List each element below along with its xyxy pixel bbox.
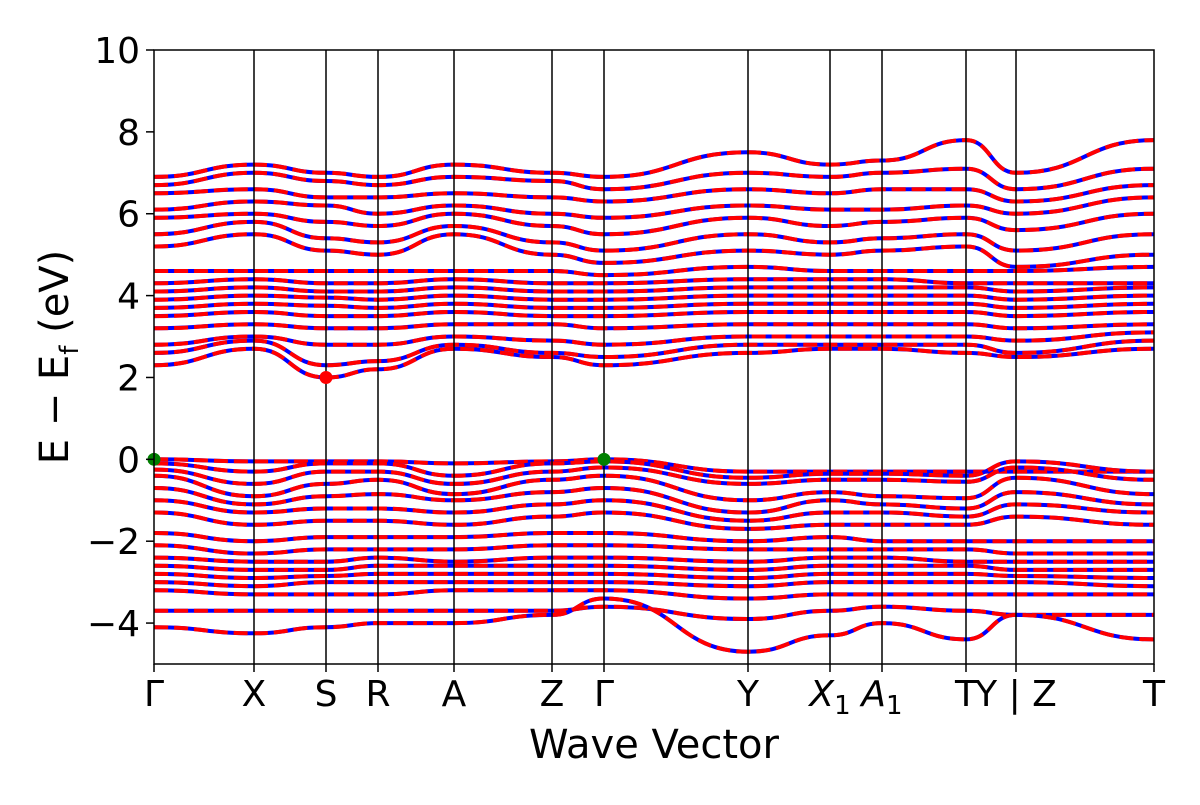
y-tick-label: 6 bbox=[117, 195, 140, 236]
plot-frame bbox=[153, 49, 1155, 665]
conduction-band-spin-up bbox=[154, 309, 1154, 319]
x-tick-label: Y | Z bbox=[974, 674, 1057, 715]
x-tick-label: S bbox=[315, 674, 338, 715]
y-tick-label: 10 bbox=[94, 31, 140, 72]
x-tick-label: A bbox=[442, 674, 467, 715]
x-tick-label: Γ bbox=[144, 674, 164, 715]
x-tick-label: R bbox=[365, 674, 390, 715]
cbm-marker bbox=[319, 370, 333, 384]
x-tick-label: T bbox=[954, 674, 978, 715]
x-tick-label: A1 bbox=[859, 674, 902, 721]
valence-band-spin-up bbox=[154, 531, 1154, 544]
y-tick-label: −4 bbox=[87, 604, 140, 645]
x-tick-label: Y bbox=[736, 674, 760, 715]
x-tick-label: Z bbox=[540, 674, 565, 715]
x-tick-label: T bbox=[1142, 674, 1166, 715]
valence-band-spin-up bbox=[154, 473, 1154, 503]
valence-band-spin-up bbox=[154, 485, 1154, 515]
conduction-band-spin-up bbox=[154, 277, 1154, 286]
valence-band-spin-up bbox=[154, 555, 1154, 564]
y-axis-label-subscript: f bbox=[55, 345, 85, 355]
y-tick-label: 2 bbox=[117, 358, 140, 399]
bands-layer bbox=[154, 138, 1154, 654]
valence-band-spin-up bbox=[154, 596, 1154, 654]
y-axis-ticks: −4 −2 0 2 4 6 8 10 bbox=[87, 31, 154, 645]
y-axis-label-unit: (eV) bbox=[32, 250, 78, 346]
y-axis-label-main: E − E bbox=[32, 355, 78, 465]
band-edge-markers bbox=[147, 370, 611, 466]
y-tick-label: −2 bbox=[87, 522, 140, 563]
valence-band-spin-up bbox=[154, 543, 1154, 556]
kpoint-separators bbox=[253, 50, 1017, 664]
valence-band-spin-up bbox=[154, 465, 1154, 486]
x-axis-label: Wave Vector bbox=[529, 722, 780, 768]
valence-band-spin-up bbox=[154, 563, 1154, 572]
conduction-band-spin-up bbox=[154, 330, 1154, 347]
y-tick-label: 8 bbox=[117, 113, 140, 154]
conduction-band-spin-up bbox=[154, 293, 1154, 302]
x-tick-label: X1 bbox=[807, 674, 850, 721]
x-tick-label: X bbox=[242, 674, 267, 715]
valence-band-spin-down bbox=[154, 596, 1154, 654]
y-tick-label: 4 bbox=[117, 277, 140, 318]
x-tick-label: Γ bbox=[594, 674, 614, 715]
conduction-band-spin-up bbox=[154, 322, 1154, 331]
y-axis-label: E − Ef (eV) bbox=[32, 250, 85, 465]
valence-band-spin-up bbox=[154, 510, 1154, 531]
vbm-marker bbox=[597, 452, 611, 466]
conduction-band-spin-up bbox=[154, 232, 1154, 269]
conduction-band-spin-up bbox=[154, 301, 1154, 310]
conduction-band-spin-up bbox=[154, 285, 1154, 294]
conduction-band-spin-up bbox=[154, 219, 1154, 253]
y-tick-label: 0 bbox=[117, 440, 140, 481]
